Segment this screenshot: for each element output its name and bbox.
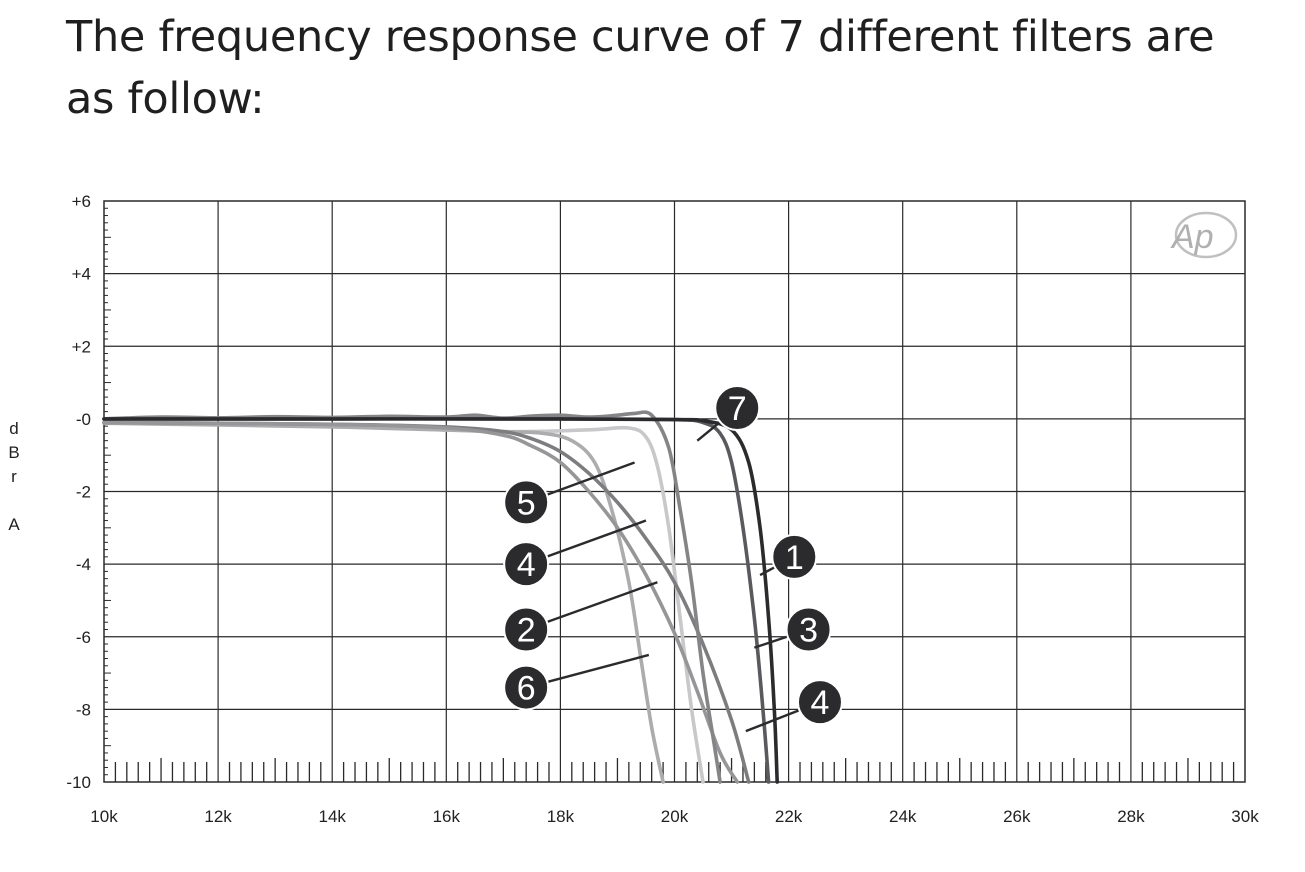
heading-line-1: The frequency response curve of 7 differ… xyxy=(66,12,1215,62)
y-tick-label: -2 xyxy=(76,483,91,502)
y-tick-label: -4 xyxy=(76,555,91,574)
callout-number-1: 1 xyxy=(785,539,804,577)
series-line-6 xyxy=(102,421,665,784)
callout-badge-2 xyxy=(503,606,550,653)
y-axis-label-char: r xyxy=(11,467,17,486)
callout-number-6: 6 xyxy=(517,670,536,708)
heading-line-2: as follow: xyxy=(66,74,265,124)
y-axis-label-char: A xyxy=(8,515,20,534)
callout-number-5: 5 xyxy=(517,484,536,522)
callout-badge-1 xyxy=(771,533,818,580)
logo-text: Ap xyxy=(1170,218,1214,256)
ap-logo: Ap xyxy=(1170,211,1238,259)
y-tick-label: +4 xyxy=(72,265,91,284)
x-tick-label: 16k xyxy=(433,807,461,826)
x-tick-label: 12k xyxy=(204,807,232,826)
y-tick-label: +2 xyxy=(72,337,91,356)
x-tick-label: 20k xyxy=(661,807,689,826)
callout-number-4: 4 xyxy=(517,546,536,584)
x-tick-label: 22k xyxy=(775,807,803,826)
callout-badge-7 xyxy=(714,384,761,431)
callouts: 7 5 4 2 6 1 3 4 xyxy=(503,384,843,733)
callout-number-2: 2 xyxy=(517,611,536,649)
series-line-3 xyxy=(102,417,771,784)
page-heading: The frequency response curve of 7 differ… xyxy=(66,6,1266,130)
logo-ring xyxy=(1174,211,1238,259)
y-tick-label: -0 xyxy=(76,410,91,429)
y-tick-label: -8 xyxy=(76,700,91,719)
callout-badge-3 xyxy=(785,606,832,653)
callout-number-4: 4 xyxy=(811,684,830,722)
x-tick-label: 24k xyxy=(889,807,917,826)
callout-badge-6 xyxy=(503,664,550,711)
y-axis-label-char: d xyxy=(9,419,18,438)
x-tick-label: 10k xyxy=(90,807,118,826)
callout-badge-5 xyxy=(503,479,550,526)
x-tick-label: 26k xyxy=(1003,807,1031,826)
series-line-5 xyxy=(102,420,705,784)
chart-grid xyxy=(103,200,1246,783)
y-tick-label: -6 xyxy=(76,628,91,647)
series-line-4 xyxy=(102,420,740,784)
x-tick-label: 18k xyxy=(547,807,575,826)
y-axis-label-char: B xyxy=(8,443,19,462)
callout-badge-4 xyxy=(503,541,550,588)
callout-badge-4 xyxy=(796,679,843,726)
callout-leader-2 xyxy=(525,581,658,631)
callout-number-3: 3 xyxy=(799,611,818,649)
x-tick-label: 14k xyxy=(318,807,346,826)
series-line-7 xyxy=(102,410,722,784)
y-axis-label: dBr A xyxy=(8,419,20,534)
series-lines xyxy=(102,410,779,784)
x-tick-label: 30k xyxy=(1231,807,1259,826)
axis-tick-labels: 10k 12k 14k 16k 18k 20k 22k 24k 26k 28k 30k +6 +4 +2 -… xyxy=(66,192,1259,826)
y-tick-label: +6 xyxy=(72,192,91,211)
minor-ticks xyxy=(104,207,1235,782)
y-tick-label: -10 xyxy=(66,773,91,792)
series-line-1 xyxy=(102,417,779,784)
x-tick-label: 28k xyxy=(1117,807,1145,826)
callout-number-7: 7 xyxy=(728,390,747,428)
